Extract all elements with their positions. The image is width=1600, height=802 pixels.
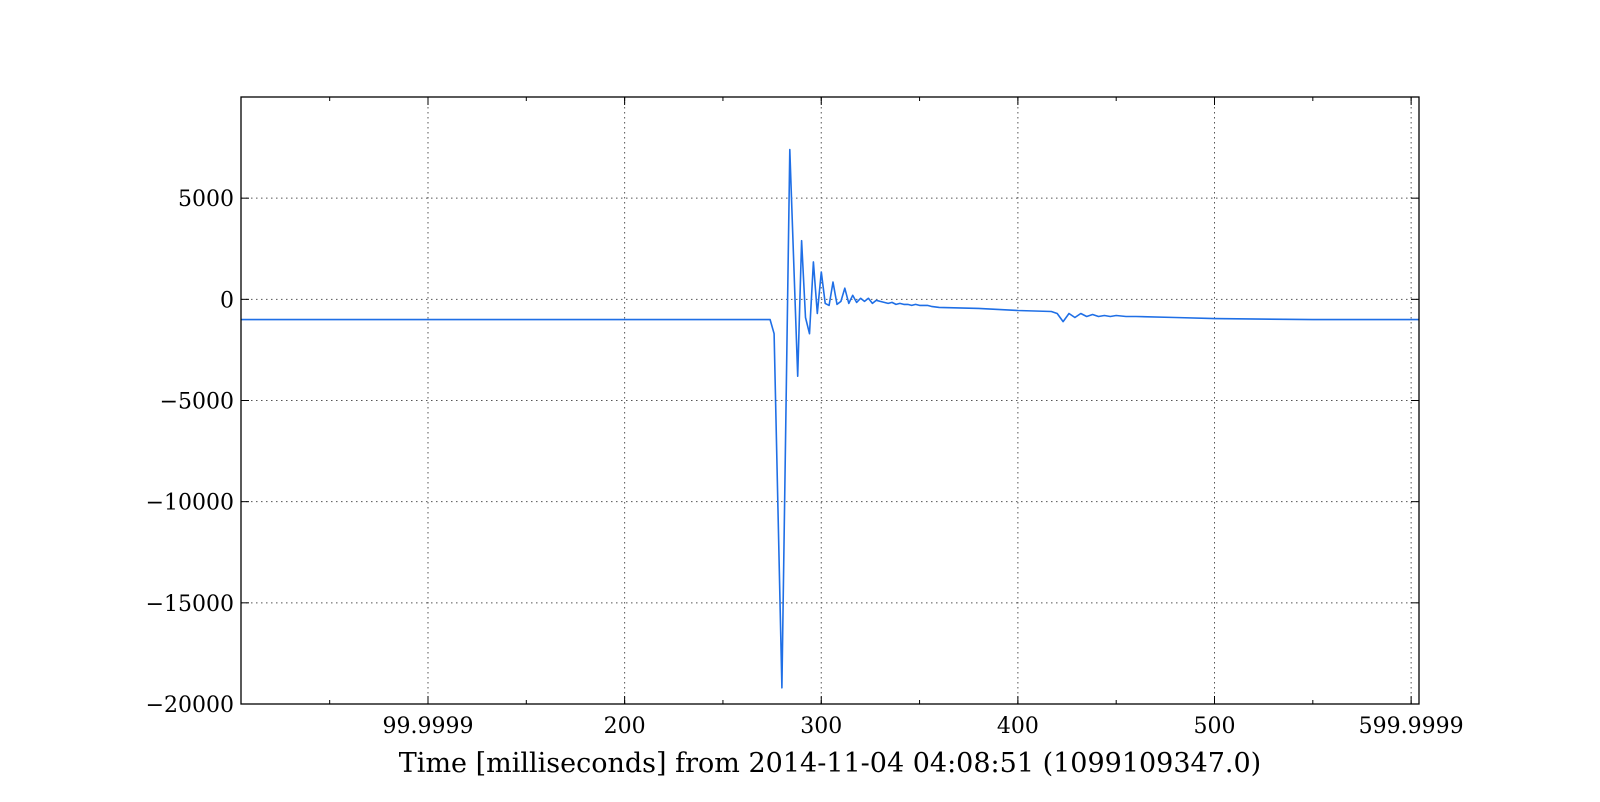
y-tick-label: 0 [220,288,234,313]
series-layer [241,148,1419,689]
x-tick-labels: 99.9999 200 300 400 500 599.9999 [383,714,1464,739]
tick-marks [241,97,1419,705]
y-tick-label: −5000 [160,390,234,415]
series-line [241,148,1419,689]
grid [241,97,1419,704]
x-tick-label: 200 [604,714,646,739]
x-tick-label: 599.9999 [1359,714,1464,739]
x-tick-label: 300 [800,714,842,739]
y-tick-label: −20000 [146,693,234,718]
plot-frame [240,96,1420,705]
x-tick-label: 500 [1194,714,1236,739]
x-tick-label: 400 [997,714,1039,739]
y-tick-label: −15000 [146,592,234,617]
y-tick-label: 5000 [178,187,234,212]
y-tick-labels: 5000 0 −5000 −10000 −15000 −20000 [146,187,234,718]
x-tick-label: 99.9999 [383,714,474,739]
y-tick-label: −10000 [146,491,234,516]
x-axis-label: Time [milliseconds] from 2014-11-04 04:0… [399,748,1261,779]
